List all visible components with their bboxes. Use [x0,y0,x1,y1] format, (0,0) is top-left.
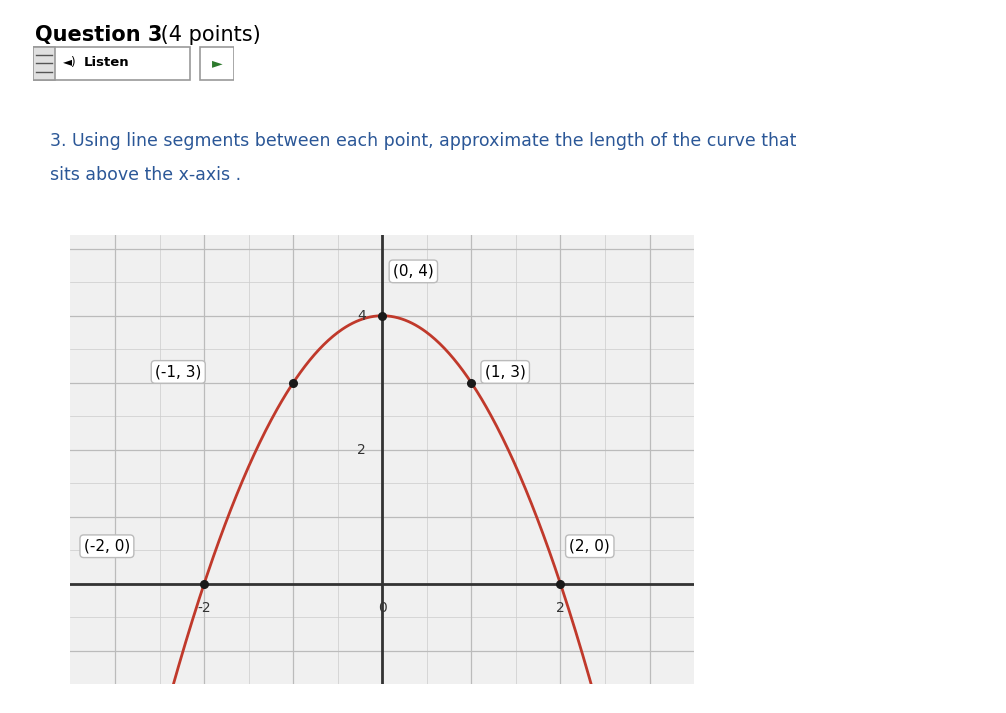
Text: Question 3: Question 3 [35,25,163,45]
Text: 4: 4 [357,309,366,323]
Text: ►: ► [212,56,222,70]
Text: sits above the x-axis .: sits above the x-axis . [50,166,241,184]
FancyBboxPatch shape [33,47,190,80]
FancyBboxPatch shape [200,47,234,80]
Text: -2: -2 [197,600,211,615]
Text: (2, 0): (2, 0) [569,539,611,554]
Text: (1, 3): (1, 3) [485,364,525,379]
Text: (-2, 0): (-2, 0) [83,539,130,554]
Text: 2: 2 [556,600,564,615]
Text: ◄): ◄) [63,56,77,69]
Text: 2: 2 [357,443,366,457]
Text: Listen: Listen [83,56,129,69]
Text: (0, 4): (0, 4) [393,264,434,279]
Text: 0: 0 [378,600,386,615]
FancyBboxPatch shape [33,47,55,80]
Text: 3. Using line segments between each point, approximate the length of the curve t: 3. Using line segments between each poin… [50,132,797,150]
Text: (4 points): (4 points) [154,25,261,45]
Text: (-1, 3): (-1, 3) [155,364,201,379]
